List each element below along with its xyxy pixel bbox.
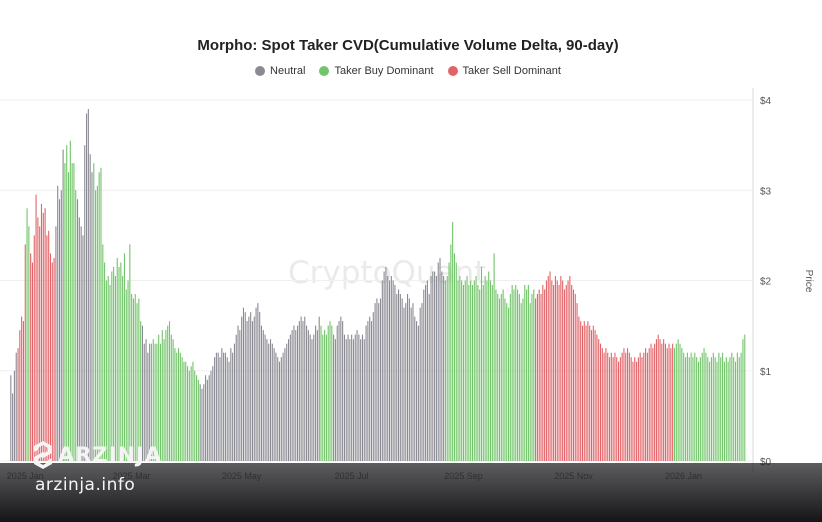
legend-label-neutral: Neutral [270,65,306,77]
y-axis-title: Price [803,270,814,293]
legend-swatch-buy [319,66,330,76]
legend-label-sell: Taker Sell Dominant [462,65,561,77]
y-tick-label: $0 [760,457,772,468]
brand-logo: ARZINJA [32,440,162,470]
brand-name: ARZINJA [58,443,163,467]
legend-item-sell[interactable]: Taker Sell Dominant [447,65,561,77]
legend-item-buy[interactable]: Taker Buy Dominant [319,65,434,77]
brand-s-icon [34,441,52,469]
y-tick-label: $4 [760,96,772,107]
chart-legend: Neutral Taker Buy Dominant Taker Sell Do… [0,65,816,77]
bars-group [10,109,746,461]
brand-site: arzinja.info [35,475,136,495]
chart-title: Morpho: Spot Taker CVD(Cumulative Volume… [197,37,619,54]
legend-swatch-neutral [255,66,266,76]
legend-item-neutral[interactable]: Neutral [255,65,305,77]
y-tick-label: $1 [760,367,772,378]
y-tick-label: $3 [760,186,772,197]
legend-label-buy: Taker Buy Dominant [334,65,434,77]
y-tick-label: $2 [760,277,772,288]
footer-band [0,463,822,522]
legend-swatch-sell [447,66,458,76]
